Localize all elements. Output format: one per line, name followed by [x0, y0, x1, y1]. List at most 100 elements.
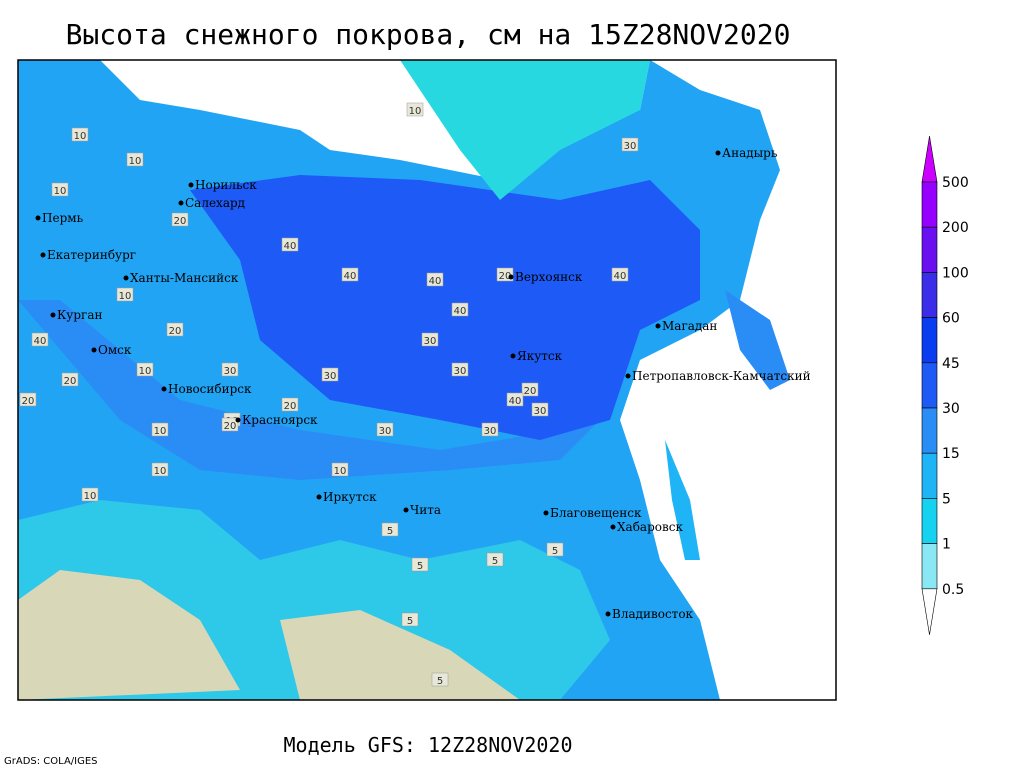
colorbar-segment	[921, 362, 938, 409]
contour-label: 40	[284, 241, 297, 252]
city-label: Петропавловск-Камчатский	[632, 369, 811, 383]
contour-label: 20	[169, 326, 182, 337]
city-label: Хабаровск	[617, 520, 683, 534]
city-label: Якутск	[517, 349, 563, 363]
contour-label: 40	[34, 336, 47, 347]
city-label: Новосибирск	[168, 382, 252, 396]
city-dot	[543, 510, 549, 516]
colorbar-segment	[921, 181, 938, 228]
contour-label: 5	[552, 546, 558, 557]
contour-label: 10	[129, 156, 142, 167]
contour-label: 10	[334, 466, 347, 477]
contour-label: 40	[429, 276, 442, 287]
contour-label-box	[19, 392, 37, 407]
colorbar-tick-label: 1	[942, 537, 951, 553]
city-dot	[91, 347, 97, 353]
contour-label: 30	[454, 366, 467, 377]
contour-label: 40	[344, 271, 357, 282]
colorbar-tick-label: 100	[942, 265, 969, 281]
contour-label-box	[136, 362, 154, 377]
city-dot	[610, 524, 616, 530]
contour-label-box	[481, 422, 499, 437]
contour-label: 10	[84, 491, 97, 502]
contour-label-box	[451, 302, 469, 317]
contour-label: 10	[74, 131, 87, 142]
city-label: Екатеринбург	[47, 248, 136, 262]
contour-label: 20	[524, 386, 537, 397]
contour-label-box	[281, 397, 299, 412]
city-dot	[123, 275, 129, 281]
contour-label: 30	[534, 406, 547, 417]
contour-label: 40	[614, 271, 627, 282]
contour-label-box	[151, 422, 169, 437]
contour-label-box	[151, 462, 169, 477]
city-dot	[605, 611, 611, 617]
contour-label-box	[321, 367, 339, 382]
city-label: Иркутск	[323, 490, 377, 504]
city-label: Верхоянск	[515, 270, 583, 284]
city-dot	[508, 274, 514, 280]
contour-label: 5	[387, 526, 393, 537]
contour-label: 30	[379, 426, 392, 437]
sakhalin	[665, 440, 700, 560]
contour-label: 10	[119, 291, 132, 302]
contour-label-box	[116, 287, 134, 302]
contour-label-box	[331, 462, 349, 477]
credit: GrADS: COLA/IGES	[4, 756, 98, 767]
contour-label: 5	[492, 556, 498, 567]
colorbar-tick-label: 500	[942, 175, 969, 191]
city-label: Магадан	[662, 319, 717, 333]
kamchatka	[725, 290, 790, 390]
contour-label: 30	[324, 371, 337, 382]
colorbar-tick-label: 200	[942, 220, 969, 236]
contour-label: 30	[624, 141, 637, 152]
contour-label-box	[421, 332, 439, 347]
colorbar-tick-label: 15	[942, 446, 960, 462]
contour-label-box	[611, 267, 629, 282]
contour-label-box	[341, 267, 359, 282]
city-dot	[178, 200, 184, 206]
contour-label-box	[126, 152, 144, 167]
city-dot	[715, 150, 721, 156]
contour-label-box	[381, 522, 399, 537]
contour-label-box	[71, 127, 89, 142]
contour-label-box	[376, 422, 394, 437]
colorbar-tick-label: 60	[942, 311, 960, 327]
contour-label-box	[166, 322, 184, 337]
map: 10 10 10 10 10 10 20 20 30 40 40 40 40 40 30 30 30 30 30 20…	[18, 60, 836, 700]
deep-snow	[190, 175, 700, 440]
contour-label-box	[61, 372, 79, 387]
contour-label: 30	[224, 366, 237, 377]
city-dot	[235, 417, 241, 423]
city-label: Курган	[57, 308, 102, 322]
contour-label: 10	[154, 426, 167, 437]
title: Высота снежного покрова, см на 15Z28NOV2…	[66, 18, 791, 51]
colorbar-tick-label: 0.5	[942, 582, 964, 598]
city-label: Анадырь	[722, 146, 778, 160]
contour-label: 20	[499, 271, 512, 282]
contour-label-box	[281, 237, 299, 252]
city-dot	[50, 312, 56, 318]
colorbar-cap-bottom	[921, 588, 938, 635]
contour-label-box	[81, 487, 99, 502]
contour-label: 10	[54, 186, 67, 197]
city-dot	[510, 353, 516, 359]
contour-label-box	[411, 557, 429, 572]
contour-label-box	[426, 272, 444, 287]
contour-label: 20	[174, 216, 187, 227]
colorbar-segment	[921, 452, 938, 499]
city-label: Благовещенск	[550, 506, 642, 520]
contour-label-box	[221, 362, 239, 377]
city-dot	[655, 323, 661, 329]
contour-label: 5	[437, 676, 443, 687]
city-dot	[316, 494, 322, 500]
contour-label: 20	[64, 376, 77, 387]
colorbar-segment	[921, 407, 938, 454]
contour-label-box	[486, 552, 504, 567]
contour-label: 30	[424, 336, 437, 347]
contour-label: 10	[409, 106, 422, 117]
colorbar-cap-top	[921, 135, 938, 183]
contour-label-box	[546, 542, 564, 557]
contour-label-box	[451, 362, 469, 377]
